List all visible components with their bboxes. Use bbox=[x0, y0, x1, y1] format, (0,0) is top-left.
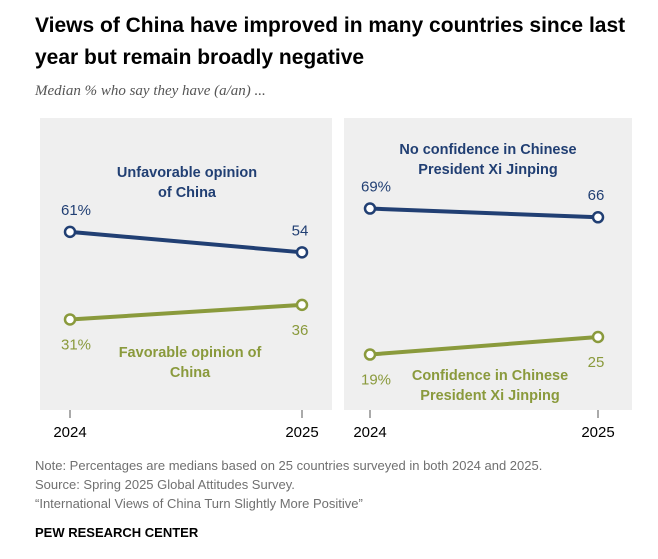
data-label: 69% bbox=[361, 178, 391, 195]
series-label: Unfavorable opinion of China bbox=[116, 165, 258, 201]
x-tick-label: 2024 bbox=[53, 424, 86, 441]
source: Source: Spring 2025 Global Attitudes Sur… bbox=[35, 477, 295, 492]
data-point bbox=[591, 211, 605, 224]
subtitle: Median % who say they have (a/an) ... bbox=[35, 83, 266, 99]
data-point bbox=[363, 202, 377, 215]
series-label: Favorable opinion of China bbox=[118, 345, 262, 381]
series-line bbox=[69, 229, 303, 255]
data-point bbox=[63, 313, 77, 326]
panel-background bbox=[40, 118, 332, 410]
note: Note: Percentages are medians based on 2… bbox=[35, 458, 543, 473]
x-tick-label: 2025 bbox=[581, 424, 614, 441]
series-line bbox=[369, 206, 599, 220]
data-point bbox=[295, 298, 309, 312]
series-label: No confidence in Chinese President Xi Ji… bbox=[399, 142, 577, 178]
data-label: 61% bbox=[61, 202, 91, 219]
x-tick-label: 2025 bbox=[285, 424, 318, 441]
data-point bbox=[63, 225, 77, 239]
footer: PEW RESEARCH CENTER bbox=[35, 525, 199, 540]
data-point bbox=[591, 330, 605, 344]
report-title: “International Views of China Turn Sligh… bbox=[35, 496, 363, 511]
data-point bbox=[295, 246, 309, 259]
series-line bbox=[69, 302, 303, 322]
data-label: 31% bbox=[61, 336, 91, 353]
data-point bbox=[363, 348, 377, 361]
panel-background bbox=[344, 118, 632, 410]
data-label: 25 bbox=[588, 354, 605, 371]
series-line bbox=[369, 335, 599, 357]
data-label: 54 bbox=[292, 222, 309, 239]
x-tick-label: 2024 bbox=[353, 424, 386, 441]
data-label: 19% bbox=[361, 371, 391, 388]
title: Views of China have improved in many cou… bbox=[35, 14, 626, 69]
data-label: 66 bbox=[588, 187, 605, 204]
data-label: 36 bbox=[292, 322, 309, 339]
series-label: Confidence in Chinese President Xi Jinpi… bbox=[411, 368, 569, 404]
